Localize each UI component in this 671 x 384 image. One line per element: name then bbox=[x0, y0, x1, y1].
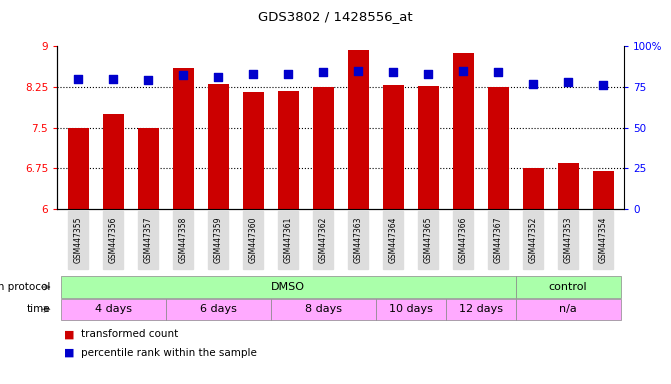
Bar bbox=[488, 87, 509, 384]
Text: GDS3802 / 1428556_at: GDS3802 / 1428556_at bbox=[258, 10, 413, 23]
Bar bbox=[242, 92, 264, 384]
Bar bbox=[138, 127, 158, 384]
Text: 12 days: 12 days bbox=[458, 304, 503, 314]
Point bbox=[458, 68, 468, 74]
Bar bbox=[68, 127, 89, 384]
Text: time: time bbox=[27, 304, 50, 314]
Bar bbox=[103, 114, 123, 384]
Text: transformed count: transformed count bbox=[81, 329, 178, 339]
Point bbox=[353, 68, 364, 74]
Point bbox=[107, 76, 118, 82]
Bar bbox=[592, 171, 613, 384]
Bar bbox=[172, 68, 193, 384]
Point bbox=[527, 81, 538, 87]
Point bbox=[423, 71, 433, 77]
Bar bbox=[452, 53, 474, 384]
Point bbox=[493, 69, 503, 75]
Point bbox=[178, 73, 189, 79]
Bar bbox=[558, 163, 578, 384]
Point bbox=[72, 76, 83, 82]
Point bbox=[248, 71, 258, 77]
Text: 6 days: 6 days bbox=[199, 304, 236, 314]
Point bbox=[598, 82, 609, 88]
Text: 8 days: 8 days bbox=[305, 304, 342, 314]
Point bbox=[282, 71, 293, 77]
Point bbox=[213, 74, 223, 80]
Bar bbox=[207, 84, 229, 384]
Text: 4 days: 4 days bbox=[95, 304, 132, 314]
Bar bbox=[417, 86, 439, 384]
Text: DMSO: DMSO bbox=[271, 282, 305, 292]
Bar bbox=[348, 50, 368, 384]
Text: ■: ■ bbox=[64, 348, 74, 358]
Bar bbox=[313, 88, 333, 384]
Text: ■: ■ bbox=[64, 329, 74, 339]
Point bbox=[143, 77, 154, 83]
Point bbox=[388, 69, 399, 75]
Bar bbox=[278, 91, 299, 384]
Text: growth protocol: growth protocol bbox=[0, 282, 50, 292]
Bar bbox=[382, 85, 403, 384]
Point bbox=[317, 69, 328, 75]
Text: percentile rank within the sample: percentile rank within the sample bbox=[81, 348, 256, 358]
Point bbox=[563, 79, 574, 85]
Text: n/a: n/a bbox=[559, 304, 577, 314]
Text: 10 days: 10 days bbox=[389, 304, 433, 314]
Text: control: control bbox=[549, 282, 587, 292]
Bar bbox=[523, 169, 544, 384]
